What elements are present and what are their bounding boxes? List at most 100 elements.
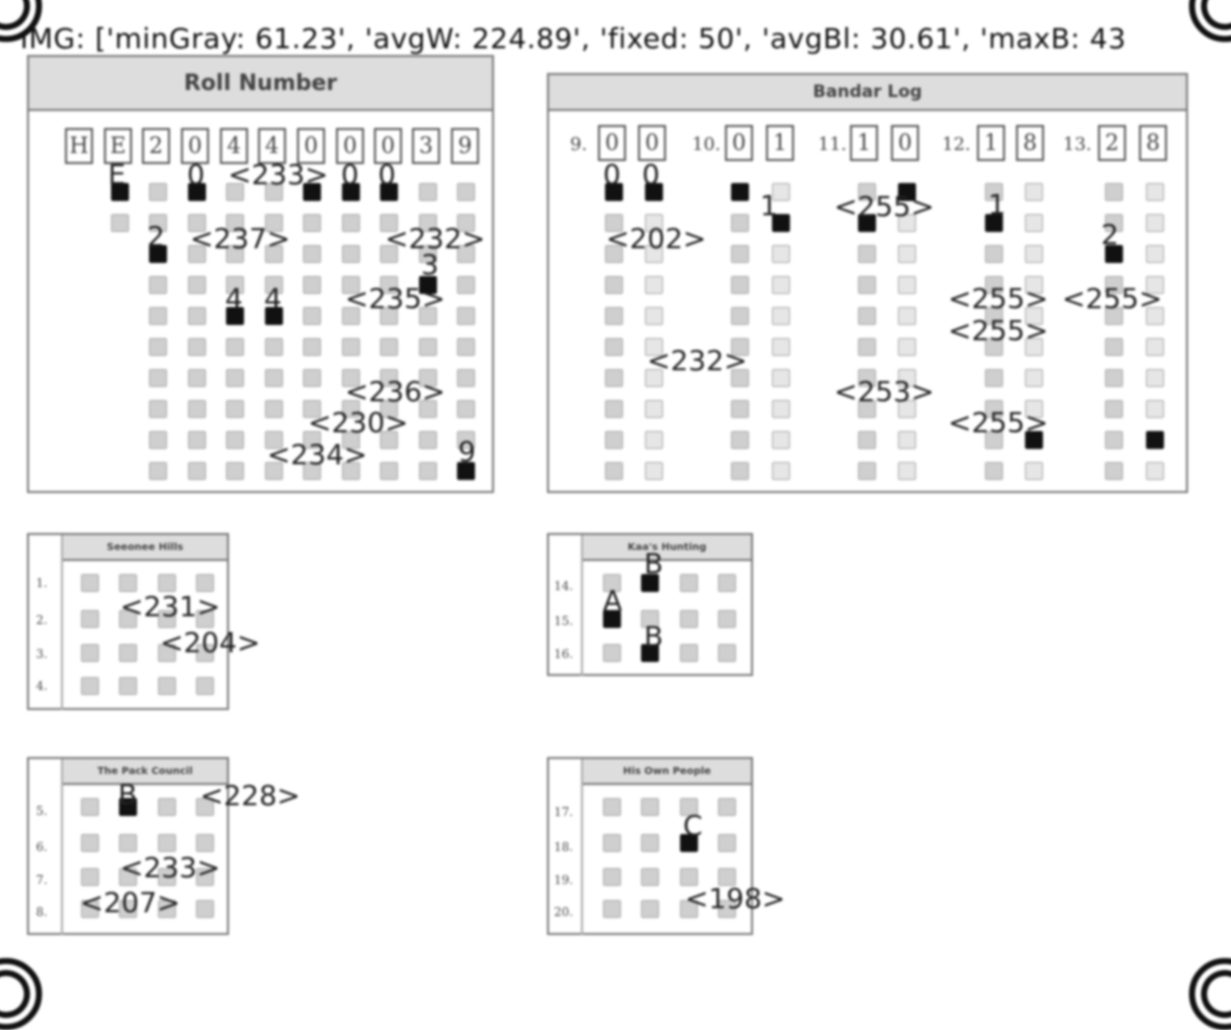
detected-label: <255>: [948, 314, 1049, 347]
kaas-hunting-title: Kaa's Hunting: [583, 535, 751, 561]
answer-bubble: [858, 400, 876, 418]
detected-label: <234>: [267, 438, 368, 471]
filled-bubble: [603, 610, 621, 628]
answer-bubble: [603, 900, 621, 918]
filled-bubble: [1025, 431, 1043, 449]
filled-bubble: [1146, 431, 1164, 449]
answer-bubble: [1025, 307, 1043, 325]
answer-bubble: [605, 369, 623, 387]
question-number: 7.: [36, 873, 48, 887]
answer-bubble: [605, 307, 623, 325]
answer-bubble: [380, 369, 398, 387]
filled-bubble: [111, 183, 129, 201]
answer-bubble: [603, 834, 621, 852]
answer-bubble: [342, 307, 360, 325]
detected-label: B: [644, 547, 664, 580]
answer-bubble: [985, 307, 1003, 325]
answer-bubble: [303, 276, 321, 294]
answer-bubble: [731, 214, 749, 232]
detected-label: <235>: [345, 282, 446, 315]
answer-bubble: [772, 462, 790, 480]
answer-bubble: [196, 574, 214, 592]
answer-bubble: [158, 644, 176, 662]
question-number: 11.: [818, 134, 847, 155]
filled-bubble: [898, 183, 916, 201]
roll-box-2: E: [104, 128, 132, 164]
answer-bubble: [641, 868, 659, 886]
corner-marker-top-right-icon: [1189, 0, 1231, 42]
answer-bubble: [731, 245, 749, 263]
question-number: 4.: [36, 679, 48, 693]
answer-bubble: [188, 245, 206, 263]
answer-bubble: [645, 400, 663, 418]
seeonee-hills-title: Seeonee Hills: [63, 535, 227, 561]
answer-bubble: [1105, 369, 1123, 387]
answer-bubble: [342, 338, 360, 356]
answer-bubble: [226, 400, 244, 418]
answer-bubble: [81, 677, 99, 695]
answer-bubble: [1025, 338, 1043, 356]
answer-bubble: [1146, 276, 1164, 294]
answer-bubble: [731, 462, 749, 480]
answer-bubble: [226, 276, 244, 294]
answer-box: 0: [598, 125, 626, 161]
roll-box-3: 2: [142, 128, 170, 164]
answer-bubble: [645, 276, 663, 294]
answer-bubble: [342, 431, 360, 449]
answer-bubble: [680, 644, 698, 662]
answer-bubble: [605, 400, 623, 418]
filled-bubble: [188, 183, 206, 201]
detected-label: A: [603, 584, 623, 617]
answer-bubble: [457, 183, 475, 201]
filled-bubble: [226, 307, 244, 325]
his-own-people-title: His Own People: [583, 759, 751, 785]
answer-bubble: [718, 900, 736, 918]
question-number: 15.: [554, 614, 574, 628]
detected-label: <233>: [120, 851, 221, 884]
detected-label: <230>: [308, 406, 409, 439]
roll-box-10: 3: [412, 128, 440, 164]
answer-bubble: [188, 462, 206, 480]
answer-bubble: [985, 462, 1003, 480]
answer-bubble: [419, 307, 437, 325]
answer-bubble: [188, 276, 206, 294]
answer-bubble: [419, 338, 437, 356]
answer-bubble: [457, 431, 475, 449]
answer-bubble: [158, 798, 176, 816]
filled-bubble: [457, 462, 475, 480]
answer-bubble: [265, 338, 283, 356]
roll-box-9: 0: [374, 128, 402, 164]
detected-label: <255>: [1062, 282, 1163, 315]
roll-box-4: 0: [181, 128, 209, 164]
answer-bubble: [858, 276, 876, 294]
filled-bubble: [303, 183, 321, 201]
answer-bubble: [985, 338, 1003, 356]
answer-bubble: [149, 369, 167, 387]
question-number: 8.: [36, 905, 48, 919]
answer-bubble: [149, 214, 167, 232]
answer-bubble: [641, 834, 659, 852]
answer-bubble: [680, 868, 698, 886]
answer-bubble: [380, 462, 398, 480]
detected-label: <255>: [948, 282, 1049, 315]
answer-bubble: [457, 369, 475, 387]
detected-label: B: [118, 778, 138, 811]
pack-council-title: The Pack Council: [63, 759, 227, 785]
answer-bubble: [680, 574, 698, 592]
answer-bubble: [985, 245, 1003, 263]
detected-label: <228>: [200, 779, 301, 812]
answer-bubble: [605, 245, 623, 263]
answer-bubble: [188, 400, 206, 418]
corner-marker-bottom-left-icon: [0, 958, 42, 1030]
answer-bubble: [265, 245, 283, 263]
bandar-log-title: Bandar Log: [549, 75, 1186, 111]
detected-label: 0: [642, 158, 660, 191]
answer-bubble: [985, 400, 1003, 418]
answer-bubble: [858, 462, 876, 480]
answer-bubble: [457, 214, 475, 232]
answer-bubble: [603, 574, 621, 592]
answer-bubble: [265, 183, 283, 201]
answer-bubble: [772, 276, 790, 294]
filled-bubble: [641, 644, 659, 662]
answer-bubble: [772, 338, 790, 356]
